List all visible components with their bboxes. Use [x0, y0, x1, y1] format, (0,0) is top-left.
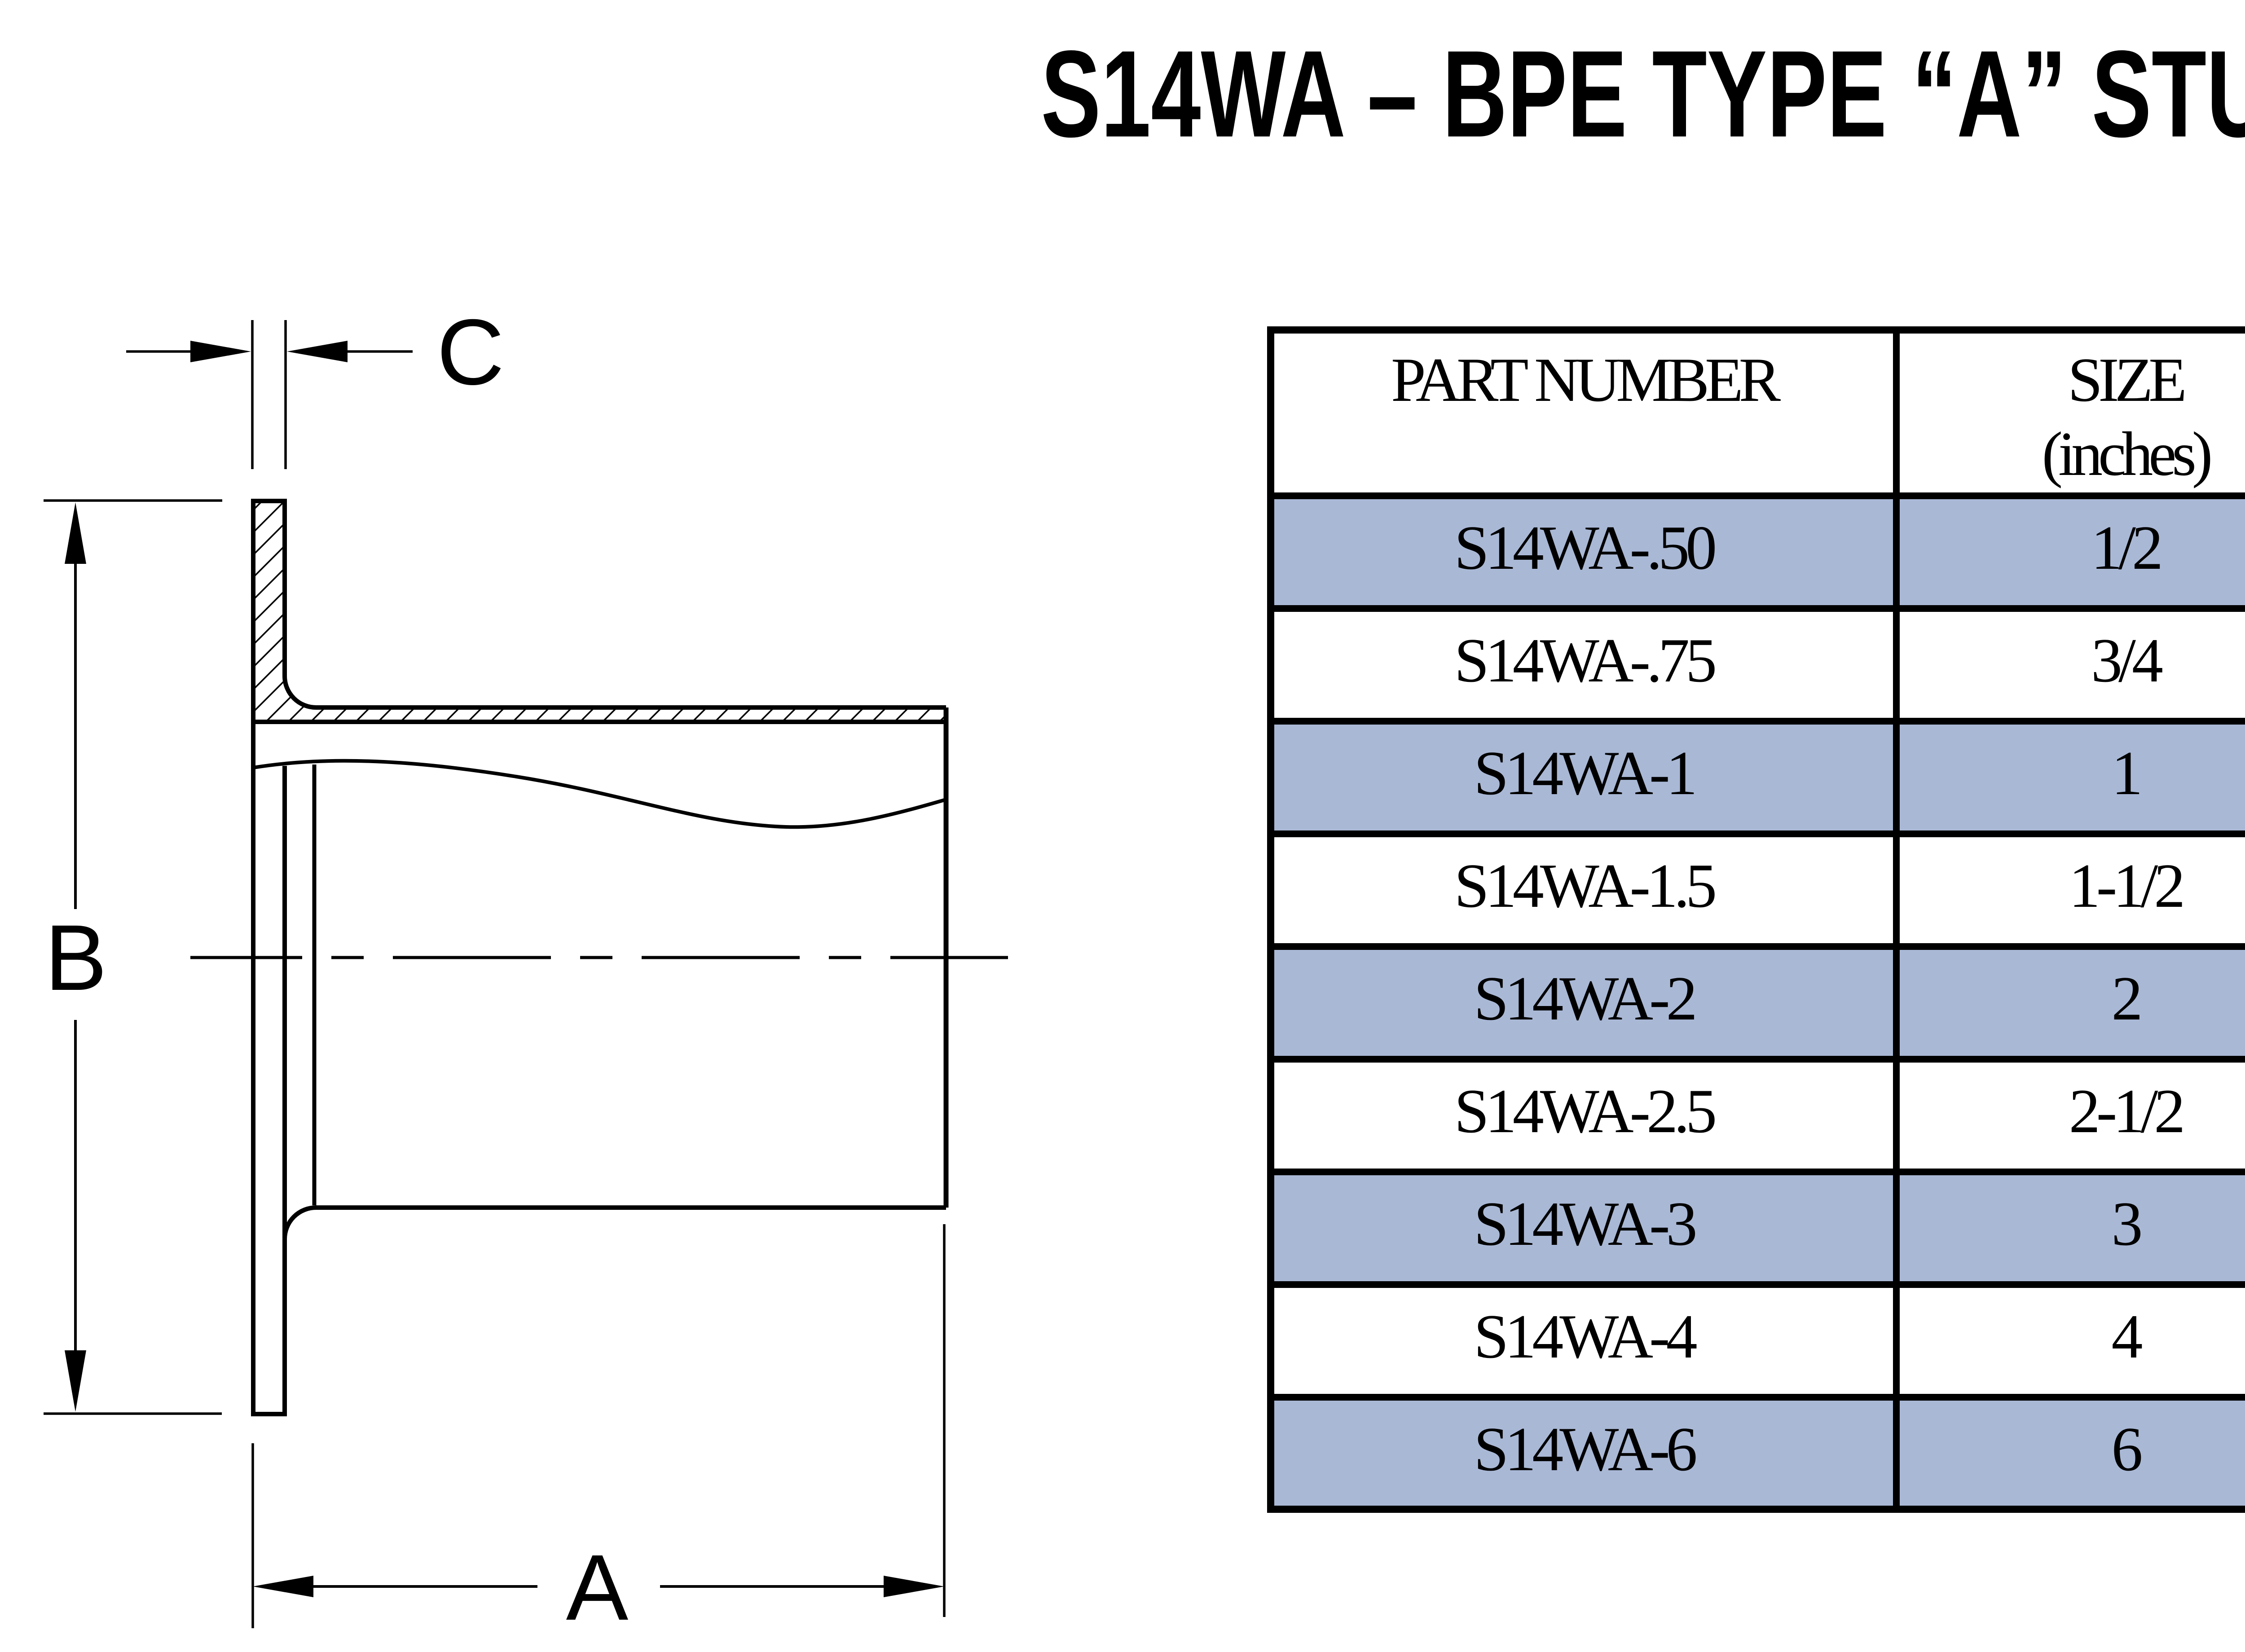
svg-text:B: B [45, 906, 107, 1010]
svg-text:C: C [437, 300, 504, 404]
svg-text:A: A [566, 1536, 629, 1640]
